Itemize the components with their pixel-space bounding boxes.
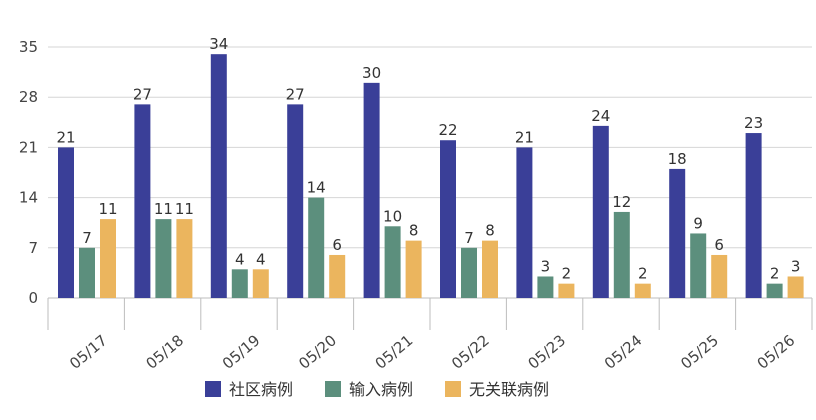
data-label: 4 [235, 250, 245, 268]
data-label: 6 [332, 236, 342, 254]
legend-swatch [445, 381, 461, 397]
bar [155, 219, 172, 298]
x-tick-label: 05/19 [219, 331, 264, 373]
bar [210, 54, 227, 298]
data-label: 3 [791, 257, 801, 275]
data-label: 11 [175, 200, 194, 218]
bar [711, 254, 728, 298]
x-tick-label: 05/26 [754, 331, 799, 373]
data-label: 8 [409, 222, 419, 240]
data-label: 30 [362, 64, 381, 82]
data-label: 6 [714, 236, 724, 254]
data-label: 23 [744, 114, 763, 132]
data-label: 18 [668, 150, 687, 168]
data-label: 22 [438, 121, 457, 139]
x-tick-label: 05/17 [66, 331, 111, 373]
legend-label: 无关联病例 [469, 380, 549, 399]
bar [384, 226, 401, 298]
x-tick-label: 05/20 [295, 331, 340, 373]
legend-label: 输入病例 [349, 380, 413, 399]
bar [558, 283, 575, 298]
data-label: 11 [154, 200, 173, 218]
bar [516, 147, 533, 298]
bar [690, 233, 707, 298]
data-label: 10 [383, 207, 402, 225]
legend-swatch [325, 381, 341, 397]
data-label: 34 [209, 35, 228, 53]
bar [537, 276, 554, 298]
x-tick-label: 05/23 [524, 331, 569, 373]
data-label: 9 [693, 214, 703, 232]
data-label: 2 [638, 265, 648, 283]
legend-label: 社区病例 [229, 380, 293, 399]
bar [231, 269, 248, 298]
data-label: 21 [515, 128, 534, 146]
bar [461, 247, 477, 298]
bar [634, 283, 651, 298]
bar [669, 168, 686, 298]
data-label: 4 [256, 250, 266, 268]
y-tick-label: 0 [28, 289, 38, 307]
y-tick-label: 35 [19, 38, 38, 56]
y-tick-label: 7 [28, 239, 38, 257]
x-tick-label: 05/18 [142, 331, 187, 373]
y-tick-label: 14 [19, 189, 38, 207]
bar [440, 140, 456, 298]
data-label: 21 [56, 128, 75, 146]
data-label: 12 [612, 193, 631, 211]
bar [100, 219, 116, 298]
x-tick-label: 05/21 [372, 331, 417, 373]
data-label: 27 [133, 85, 152, 103]
data-label: 7 [464, 229, 474, 247]
data-label: 8 [485, 222, 495, 240]
data-label: 2 [562, 265, 572, 283]
bar [787, 276, 804, 298]
legend-swatch [205, 381, 221, 397]
x-tick-label: 05/22 [448, 331, 493, 373]
data-label: 7 [82, 229, 92, 247]
data-label: 3 [541, 257, 551, 275]
y-tick-label: 28 [19, 88, 38, 106]
bar [363, 82, 380, 298]
bar [405, 240, 422, 298]
bar [766, 283, 783, 298]
bar [58, 147, 74, 298]
bar [252, 269, 269, 298]
bar [308, 197, 325, 298]
bar [287, 104, 304, 298]
data-label: 27 [286, 85, 305, 103]
bar [79, 247, 95, 298]
data-label: 24 [591, 107, 610, 125]
bar [176, 219, 193, 298]
x-tick-label: 05/24 [601, 331, 646, 373]
bar [134, 104, 151, 298]
data-label: 14 [307, 179, 326, 197]
data-label: 11 [98, 200, 117, 218]
x-tick-label: 05/25 [677, 331, 722, 373]
bar [592, 125, 609, 298]
bar [329, 254, 346, 298]
bar [745, 133, 762, 298]
bar [482, 240, 498, 298]
bar [613, 211, 630, 298]
data-label: 2 [770, 265, 780, 283]
y-tick-label: 21 [19, 138, 38, 156]
